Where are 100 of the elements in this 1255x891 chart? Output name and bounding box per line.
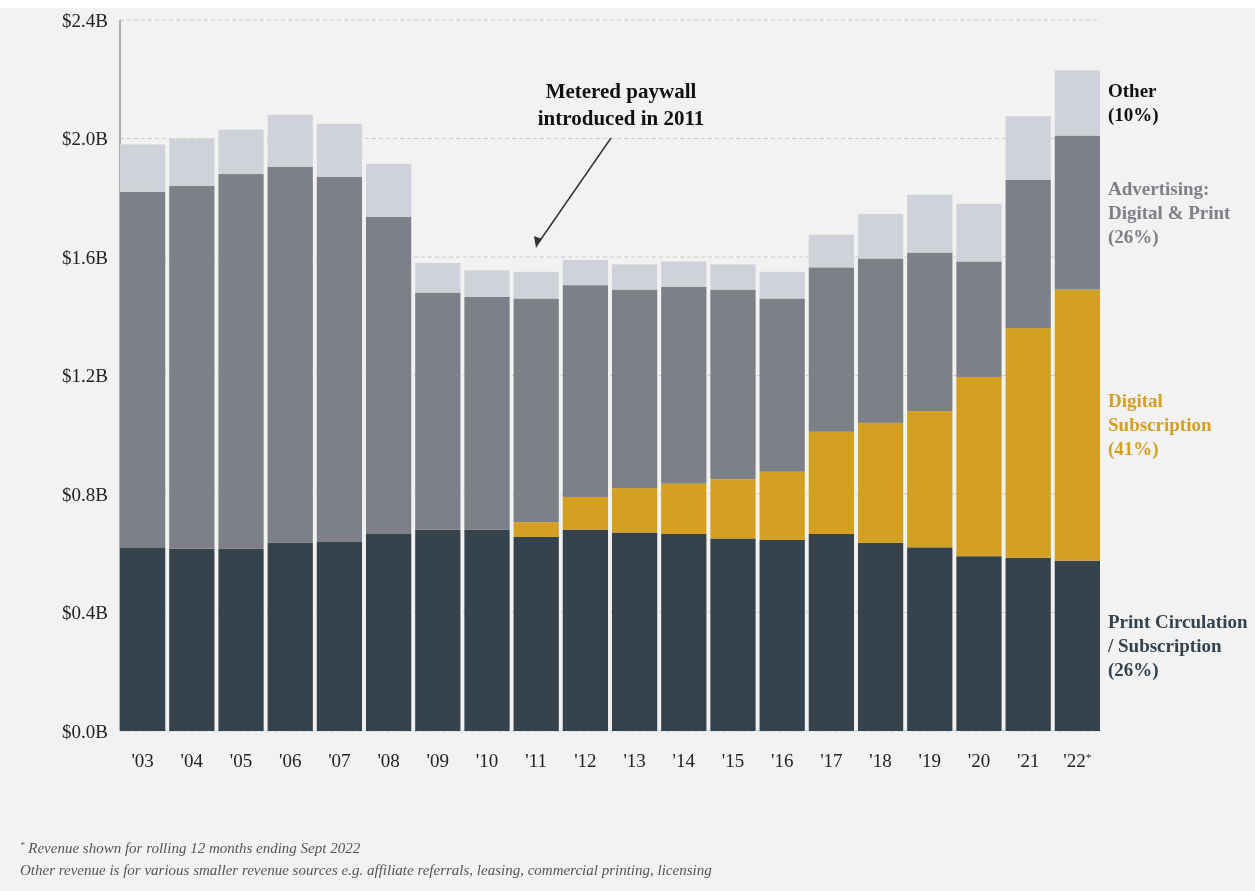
bar (415, 262, 461, 293)
x-tick-label: '15 (721, 750, 745, 771)
bar (415, 529, 461, 731)
x-tick-label: '09 (426, 750, 450, 771)
text: Other revenue is for various smaller revenue sources e.g. affiliate referrals, leasing, commercial printing, licensing (20, 862, 713, 878)
bar (1054, 70, 1100, 136)
bar (562, 496, 609, 530)
annotation: Metered paywall introduced in 2011 (537, 79, 705, 130)
text: $^{*}$ Revenue shown for rolling 12 months ending Sept 2022 (20, 840, 361, 856)
bar (365, 163, 412, 218)
bar (513, 298, 559, 523)
bar (218, 174, 264, 549)
bar (169, 138, 215, 186)
bar (169, 548, 215, 731)
bar (120, 191, 166, 548)
bar (611, 289, 658, 489)
series-label: Other (10%) (1108, 79, 1159, 126)
bar (857, 542, 904, 731)
bar (710, 289, 756, 480)
series-label: Print Circulation / Subscription (26%) (1107, 610, 1248, 681)
bar (1054, 560, 1100, 731)
bar (661, 483, 707, 534)
bar (562, 259, 609, 286)
bar (1005, 116, 1051, 180)
bar (661, 533, 707, 731)
y-tick-label: $2.0B (62, 128, 108, 150)
x-tick-label: '17 (820, 750, 843, 771)
x-tick-label: '22$^{*}$ (1063, 750, 1092, 771)
bar (316, 123, 363, 178)
bar (759, 539, 805, 731)
bar (808, 267, 855, 432)
bar (218, 548, 264, 731)
bar (759, 298, 805, 472)
bar (710, 538, 756, 731)
x-tick-label: '16 (770, 750, 794, 771)
bar (808, 431, 855, 534)
bar (1054, 289, 1100, 561)
bar (710, 264, 756, 290)
bar (907, 252, 953, 412)
bar (907, 411, 953, 548)
bar (365, 533, 412, 731)
x-tick-label: '10 (475, 750, 499, 771)
bar (907, 547, 953, 731)
bar (218, 129, 264, 175)
bar (808, 533, 855, 731)
x-tick-label: '21 (1016, 750, 1040, 771)
bar (120, 144, 166, 192)
bar (513, 271, 559, 299)
bar (464, 296, 510, 530)
bar (661, 261, 707, 287)
bar (808, 234, 855, 268)
bar (611, 264, 658, 290)
bar (661, 286, 707, 484)
bar (464, 270, 510, 297)
bar (857, 214, 904, 259)
bar (513, 522, 559, 537)
bar (857, 422, 904, 543)
bar (1005, 179, 1051, 329)
bar (759, 271, 805, 299)
y-tick-label: $0.4B (62, 602, 108, 624)
bar (562, 285, 609, 497)
bar (1005, 557, 1051, 731)
bar (956, 376, 1002, 557)
bar (857, 258, 904, 423)
bar (956, 203, 1002, 262)
x-tick-label: '11 (525, 750, 548, 771)
x-tick-label: '13 (623, 750, 646, 771)
bar (1005, 328, 1051, 558)
bar (169, 185, 215, 549)
bar (1054, 135, 1100, 290)
x-tick-label: '03 (131, 750, 154, 771)
series-label: Digital Subscription (41%) (1108, 390, 1212, 461)
bar (513, 536, 559, 731)
x-tick-label: '14 (672, 750, 696, 771)
y-tick-label: $1.6B (62, 246, 108, 268)
bar (611, 488, 658, 533)
bar (316, 177, 363, 542)
bar (759, 471, 805, 540)
y-tick-label: $0.8B (62, 483, 108, 505)
x-tick-label: '18 (869, 750, 892, 771)
bar (464, 529, 510, 731)
series-label: Advertising: Digital & Print (26%) (1108, 177, 1232, 248)
bar (267, 542, 313, 731)
x-tick-label: '07 (328, 750, 351, 771)
bar (365, 217, 412, 534)
x-tick-label: '12 (574, 750, 597, 771)
bar (710, 479, 756, 539)
bar (267, 114, 313, 167)
bar (267, 166, 313, 543)
y-tick-label: $0.0B (62, 720, 108, 742)
x-tick-label: '08 (377, 750, 400, 771)
bar (120, 547, 166, 731)
x-tick-label: '04 (180, 750, 204, 771)
bar (562, 529, 609, 731)
bar (956, 261, 1002, 377)
x-tick-label: '19 (918, 750, 941, 771)
y-tick-label: $2.4B (62, 9, 108, 31)
bar (907, 194, 953, 253)
x-tick-label: '05 (229, 750, 253, 771)
bar (316, 541, 363, 731)
